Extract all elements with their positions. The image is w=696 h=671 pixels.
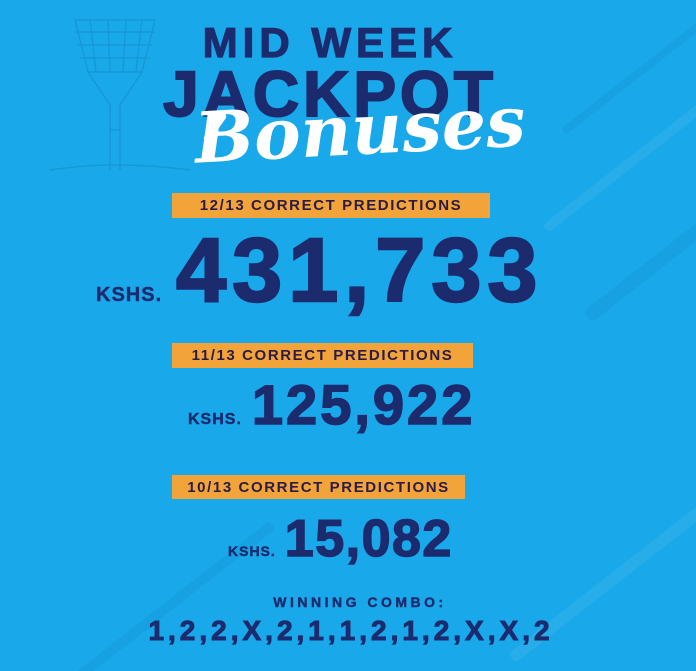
jackpot-amount-12-13: 431,733 xyxy=(175,221,544,321)
currency-label: KSHS. xyxy=(96,284,163,306)
tier-banner-10-13: 10/13 CORRECT PREDICTIONS xyxy=(172,475,465,499)
tier-banner-11-13: 11/13 CORRECT PREDICTIONS xyxy=(172,343,473,368)
winning-combo-values: 1,2,2,X,2,1,1,2,1,2,X,X,2 xyxy=(148,615,554,646)
currency-label: KSHS. xyxy=(228,543,276,559)
jackpot-amount-11-13: 125,922 xyxy=(251,373,476,436)
background-streak xyxy=(583,151,696,323)
tier-banner-12-13: 12/13 CORRECT PREDICTIONS xyxy=(172,193,490,218)
winning-combo-label: WINNING COMBO: xyxy=(273,594,447,610)
tier-amount-row: KSHS. 125,922 xyxy=(188,373,476,436)
tier-amount-row: KSHS. 15,082 xyxy=(228,510,453,568)
jackpot-amount-10-13: 15,082 xyxy=(284,510,453,568)
currency-label: KSHS. xyxy=(188,411,242,428)
title-mid-week: MID WEEK xyxy=(202,19,458,66)
tier-amount-row: KSHS. 431,733 xyxy=(96,221,544,321)
